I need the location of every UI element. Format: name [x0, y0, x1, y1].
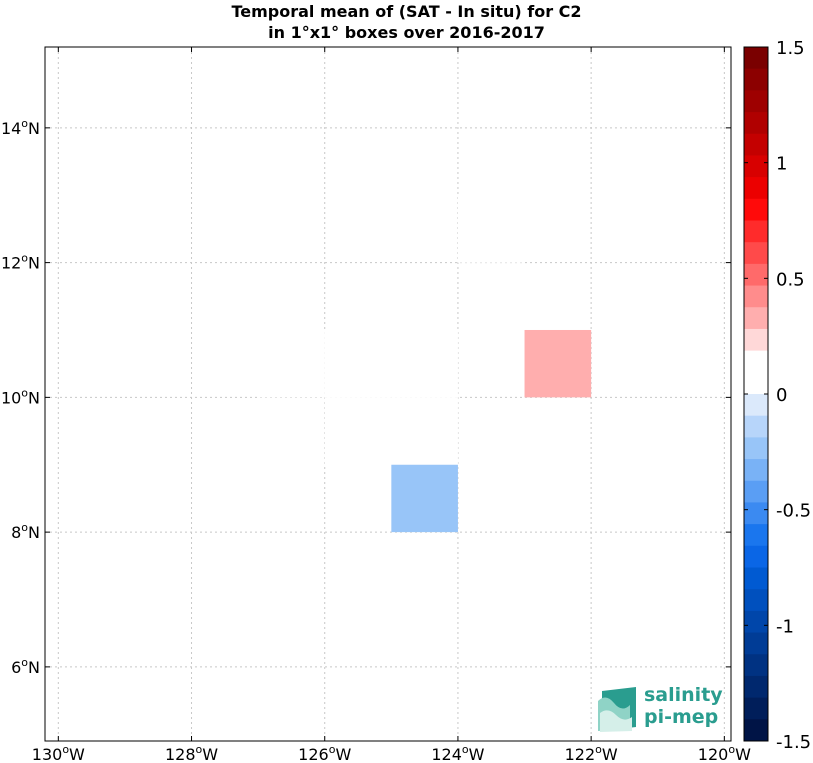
heatmap-cell-1: [258, 329, 325, 398]
colorbar-segment-20: [744, 480, 768, 503]
wave-logo-icon: [598, 687, 636, 732]
colorbar-tick-label-4: -0.5: [776, 501, 811, 522]
colorbar-tick-label-0: 1.5: [776, 38, 805, 59]
y-tick-label-0: 6oN: [11, 656, 40, 677]
colorbar-segment-31: [744, 719, 768, 742]
chart-title-line2: in 1°x1° boxes over 2016-2017: [268, 23, 545, 42]
x-tick-label-5: 120oW: [698, 743, 751, 763]
colorbar-segment-7: [744, 198, 768, 221]
x-tick-label-4: 122oW: [565, 743, 618, 763]
y-tick-label-4: 14oN: [1, 117, 40, 138]
heatmap-cells: [258, 195, 592, 533]
y-tick-label-3: 12oN: [1, 252, 40, 273]
colorbar-segment-12: [744, 307, 768, 330]
colorbar-segment-21: [744, 502, 768, 525]
colorbar-segment-17: [744, 415, 768, 438]
colorbar-segment-4: [744, 133, 768, 156]
heatmap-cell-7: [391, 464, 458, 533]
plot-frame: [44, 46, 732, 742]
heatmap-cell-2: [324, 329, 392, 398]
colorbar-tick-label-5: -1: [776, 616, 794, 637]
y-tick-label-2: 10oN: [1, 386, 40, 407]
colorbar-segment-30: [744, 697, 768, 720]
colorbar-segment-13: [744, 328, 768, 352]
colorbar-segment-26: [744, 610, 768, 634]
logo-text-pi-mep: pi-mep: [644, 706, 719, 728]
colorbar-segment-1: [744, 68, 768, 91]
colorbar-segment-27: [744, 632, 768, 655]
colorbar-segment-0: [744, 47, 768, 70]
x-tick-label-2: 126oW: [298, 743, 351, 763]
colorbar-segment-9: [744, 242, 768, 265]
colorbar-tick-label-3: 0: [776, 385, 787, 406]
x-tick-label-1: 128oW: [165, 743, 218, 763]
colorbar: 1.5 1 0.5 0 -0.5 -1 -1.5: [743, 38, 811, 753]
x-tick-label-0: 130oW: [32, 743, 85, 763]
colorbar-tick-label-6: -1.5: [776, 732, 811, 753]
heatmap-cell-0: [457, 195, 525, 263]
logo-text-salinity: salinity: [644, 684, 723, 706]
colorbar-segment-15: [744, 372, 768, 395]
colorbar-segment-6: [744, 177, 768, 200]
heatmap-cell-6: [524, 329, 592, 398]
colorbar-segment-16: [744, 394, 768, 417]
heatmap-cell-3: [391, 329, 458, 398]
colorbar-tick-label-1: 1: [776, 154, 787, 175]
chart-title-line1: Temporal mean of (SAT - In situ) for C2: [231, 2, 582, 21]
colorbar-segment-24: [744, 567, 768, 590]
colorbar-segment-3: [744, 112, 768, 135]
x-tick-label-3: 124oW: [431, 743, 484, 763]
colorbar-segment-5: [744, 155, 768, 178]
chart-title: Temporal mean of (SAT - In situ) for C2 …: [0, 1, 813, 43]
colorbar-segment-19: [744, 459, 768, 482]
colorbar-segment-11: [744, 285, 768, 308]
colorbar-segment-25: [744, 589, 768, 612]
colorbar-segment-22: [744, 524, 768, 547]
colorbar-segment-29: [744, 675, 768, 699]
axis-ticks: 130oW 128oW 126oW 124oW 122oW 120oW 6oN 8oN 10oN…: [1, 47, 751, 763]
y-tick-label-1: 8oN: [11, 521, 40, 542]
colorbar-segment-2: [744, 90, 768, 113]
heatmap-cell-5: [391, 397, 458, 465]
colorbar-segment-28: [744, 654, 768, 677]
heatmap-cell-4: [324, 397, 392, 465]
salinity-pi-mep-logo: salinity pi-mep: [596, 683, 726, 733]
colorbar-tick-label-2: 0.5: [776, 269, 805, 290]
colorbar-segment-8: [744, 220, 768, 243]
colorbar-segment-23: [744, 545, 768, 568]
colorbar-segment-14: [744, 350, 768, 373]
colorbar-segment-18: [744, 437, 768, 460]
colorbar-segment-10: [744, 263, 768, 287]
